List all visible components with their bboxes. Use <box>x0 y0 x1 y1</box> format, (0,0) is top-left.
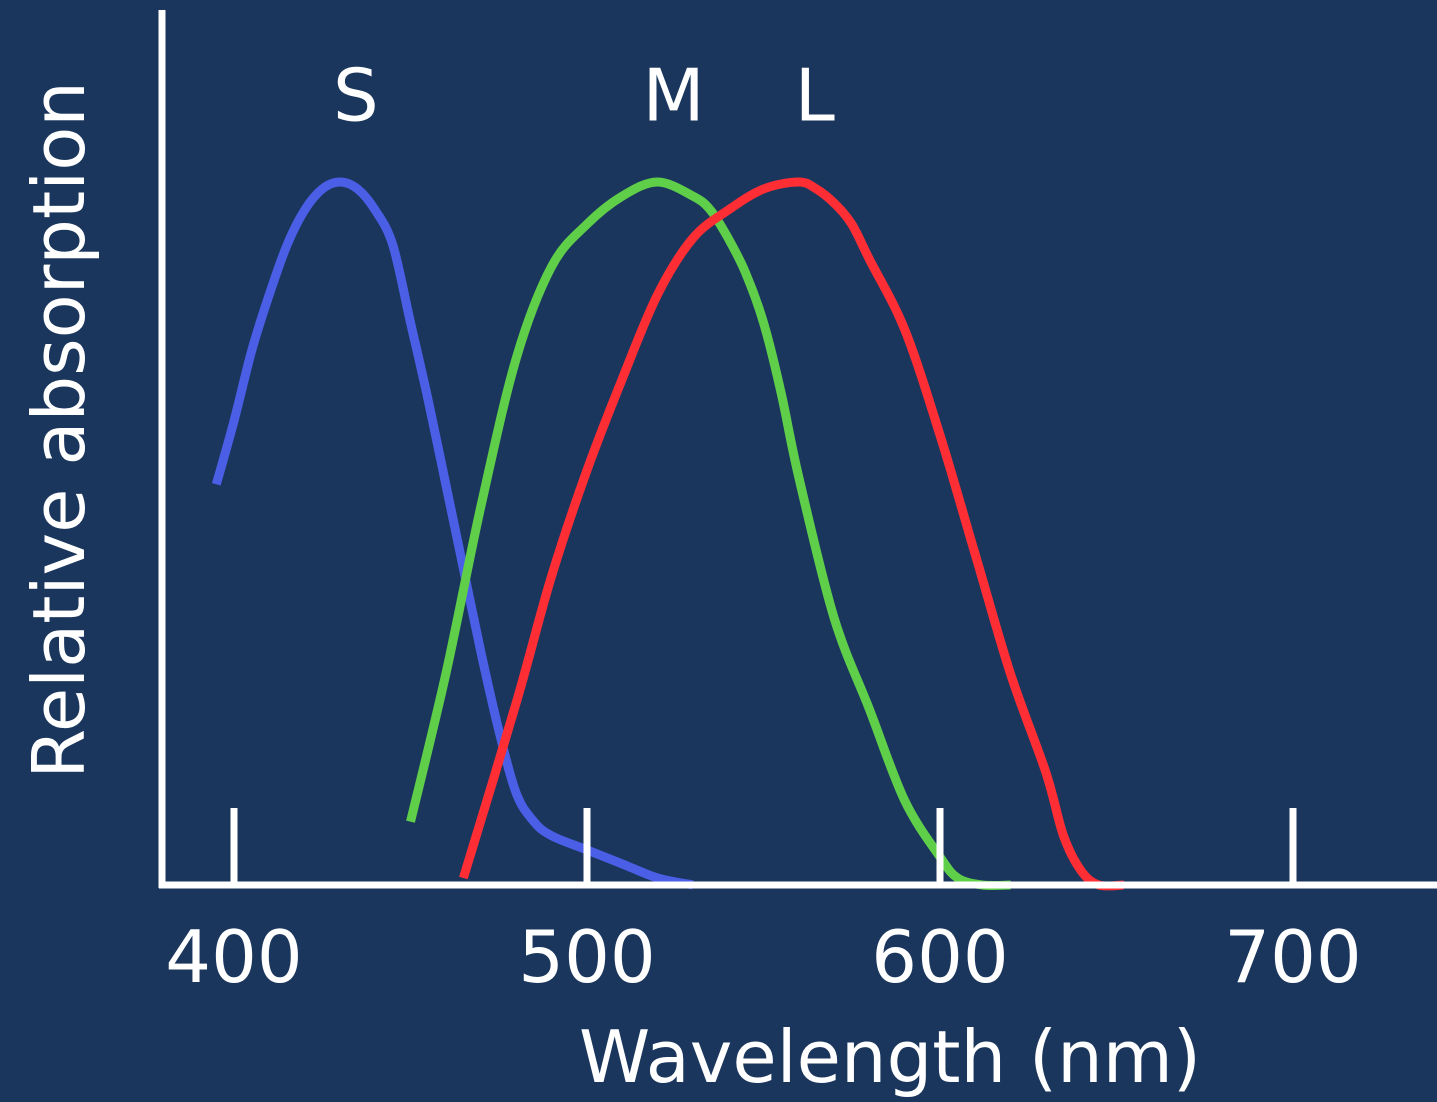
x-tick-label-600: 600 <box>871 915 1008 999</box>
series-label-M: M <box>643 54 705 138</box>
x-tick-label-500: 500 <box>518 915 655 999</box>
series-S-line <box>211 177 694 890</box>
x-axis-label: Wavelength (nm) <box>579 1015 1201 1099</box>
y-axis-label: Relative absorption <box>17 81 101 779</box>
series-M-line <box>406 177 1011 891</box>
series-label-S: S <box>333 54 379 138</box>
chart-labels: Wavelength (nm) Relative absorption S M L <box>17 54 1201 1099</box>
series-label-L: L <box>795 54 835 138</box>
x-tick-label-700: 700 <box>1224 915 1361 999</box>
series-L-line <box>459 177 1124 891</box>
x-tick-label-400: 400 <box>165 915 302 999</box>
series-curves <box>211 177 1124 891</box>
chart-axes <box>158 10 1437 889</box>
x-ticks: 400 500 600 700 <box>165 808 1362 999</box>
